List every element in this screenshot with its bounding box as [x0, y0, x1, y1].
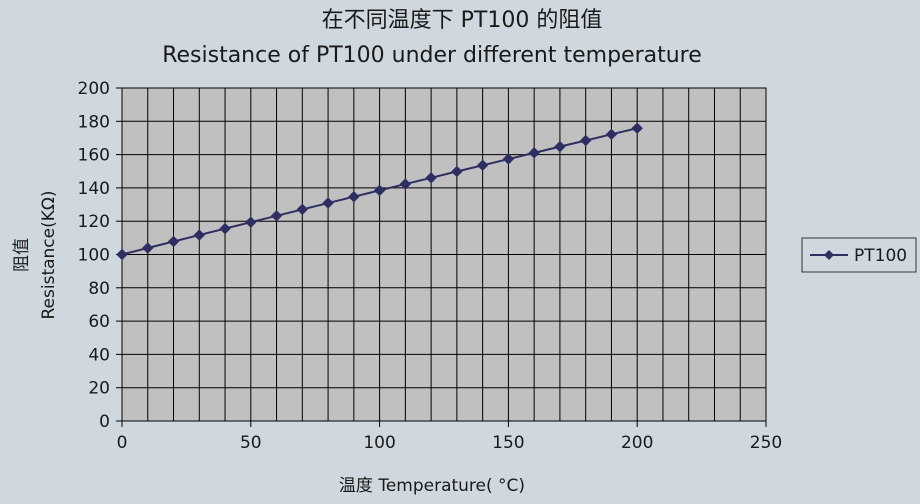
- data-point-marker: [579, 134, 592, 147]
- y-axis-label-en: Resistance(KΩ): [39, 190, 59, 319]
- data-point-marker: [348, 191, 360, 203]
- data-point-marker: [193, 229, 205, 241]
- plot-area: 0 20 40 60 80 100 120 140 160 180 200 0 50 100 150 200 2…: [78, 79, 783, 453]
- data-point-marker: [631, 122, 643, 134]
- legend-marker: [824, 250, 834, 260]
- data-point-marker: [502, 153, 515, 165]
- data-point-marker: [296, 203, 309, 216]
- data-point-marker: [451, 165, 463, 178]
- y-axis-label-cn: 阻值: [12, 238, 32, 272]
- x-axis-label: 温度 Temperature( °C): [339, 476, 525, 496]
- data-point-marker: [142, 242, 154, 254]
- x-tick-label: 0: [117, 433, 128, 453]
- data-point-marker: [476, 159, 489, 171]
- chart-title-cn: 在不同温度下 PT100 的阻值: [322, 8, 603, 33]
- x-tick-label: 200: [621, 433, 653, 453]
- y-tick-label: 60: [88, 312, 110, 332]
- x-tick-label: 150: [492, 433, 524, 453]
- data-point-marker: [373, 184, 386, 197]
- data-point-marker: [528, 147, 540, 159]
- y-tick-label: 100: [78, 246, 110, 266]
- data-point-marker: [270, 210, 283, 222]
- y-tick-label: 0: [99, 412, 110, 432]
- y-tick-label: 180: [78, 112, 110, 132]
- x-tick-label: 100: [363, 433, 395, 453]
- legend: PT100: [801, 237, 917, 273]
- data-point-marker: [167, 235, 180, 248]
- chart-title-en: Resistance of PT100 under different temp…: [162, 43, 702, 68]
- data-point-marker: [399, 178, 412, 190]
- data-point-marker: [245, 216, 257, 228]
- data-point-marker: [116, 248, 128, 261]
- y-tick-label: 120: [78, 212, 110, 232]
- data-point-marker: [322, 197, 334, 209]
- x-tick-label: 250: [750, 433, 782, 453]
- y-tick-label: 80: [88, 279, 110, 299]
- y-tick-label: 160: [78, 146, 110, 166]
- legend-label: PT100: [854, 246, 907, 266]
- data-point-marker: [605, 128, 618, 141]
- y-tick-label: 20: [88, 379, 110, 399]
- data-point-marker: [219, 222, 231, 235]
- x-tick-label: 50: [240, 433, 262, 453]
- data-point-marker: [554, 140, 566, 153]
- y-tick-label: 40: [88, 345, 110, 365]
- y-tick-label: 140: [78, 179, 110, 199]
- data-point-marker: [425, 172, 437, 184]
- y-tick-label: 200: [78, 79, 110, 99]
